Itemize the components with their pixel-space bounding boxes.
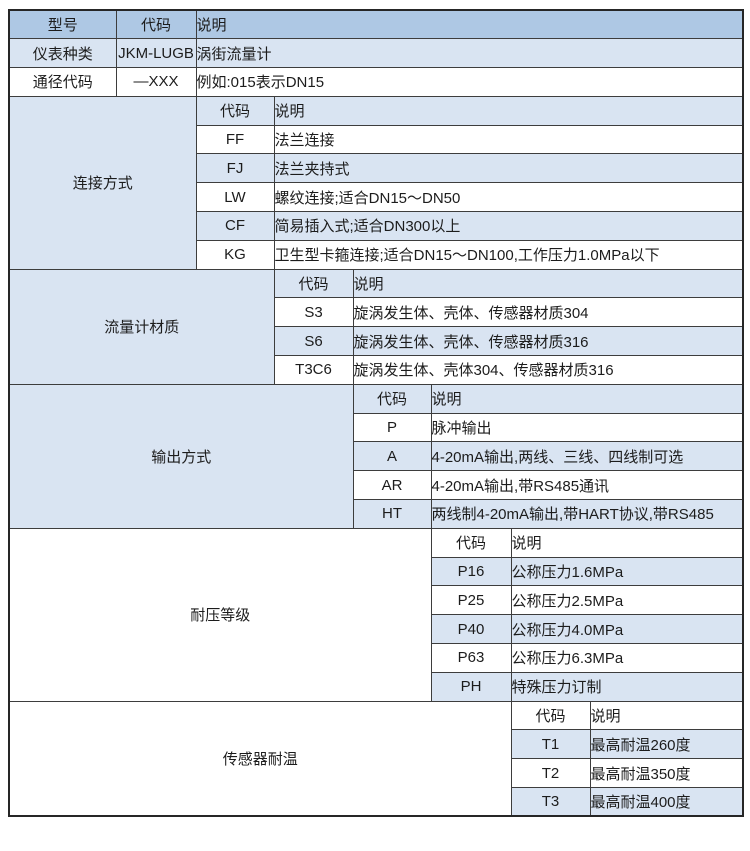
section-header-row: 传感器耐温 代码 说明 <box>8 700 744 817</box>
section-header-row: 输出方式 代码 说明 <box>8 383 744 529</box>
section-label-output-mode: 输出方式 <box>8 383 354 529</box>
table-row: CF 简易插入式;适合DN300以上 <box>9 211 744 241</box>
row-desc-cell: 法兰夹持式 <box>273 153 744 184</box>
table-row: AR 4-20mA输出,带RS485通讯 <box>9 470 744 501</box>
row-desc-cell: 两线制4-20mA输出,带HART协议,带RS485 <box>430 499 744 529</box>
table-row: P25 公称压力2.5MPa <box>9 585 744 616</box>
row-desc-cell: 例如:015表示DN15 <box>195 67 744 97</box>
section-code-header: 代码 <box>195 95 275 126</box>
table-row: T3C6 旋涡发生体、壳体304、传感器材质316 <box>9 355 744 385</box>
table-row: FF 法兰连接 <box>9 124 744 155</box>
section-code-header: 代码 <box>273 268 354 299</box>
row-desc-cell: 公称压力4.0MPa <box>510 614 744 645</box>
table-row: P 脉冲输出 <box>9 412 744 443</box>
row-code-cell: PH <box>430 671 512 702</box>
row-code-cell: T3C6 <box>273 355 354 385</box>
row-label-diameter-code: 通径代码 <box>8 67 117 97</box>
row-code-cell: T2 <box>510 758 591 789</box>
row-code-cell: P25 <box>430 585 512 616</box>
section-label-material: 流量计材质 <box>8 268 275 385</box>
table-row: KG 卫生型卡箍连接;适合DN15～DN100,工作压力1.0MPa以下 <box>9 239 744 270</box>
section-desc-header: 说明 <box>589 700 744 731</box>
row-code-cell: KG <box>195 239 275 270</box>
row-code-cell: P63 <box>430 643 512 673</box>
row-desc-cell: 4-20mA输出,带RS485通讯 <box>430 470 744 501</box>
row-code-cell: HT <box>352 499 432 529</box>
section-label-pressure-rating: 耐压等级 <box>8 527 432 702</box>
section-header-row: 连接方式 代码 说明 <box>8 95 744 270</box>
row-desc-cell: 卫生型卡箍连接;适合DN15～DN100,工作压力1.0MPa以下 <box>273 239 744 270</box>
row-code-cell: A <box>352 441 432 472</box>
table-row: LW 螺纹连接;适合DN15～DN50 <box>9 182 744 213</box>
row-desc-cell: 旋涡发生体、壳体、传感器材质304 <box>352 297 744 328</box>
row-code-cell: P16 <box>430 556 512 587</box>
row-desc-cell: 特殊压力订制 <box>510 671 744 702</box>
table-row: T1 最高耐温260度 <box>9 729 744 760</box>
row-desc-cell: 简易插入式;适合DN300以上 <box>273 211 744 241</box>
section-header-row: 流量计材质 代码 说明 <box>8 268 744 385</box>
row-desc-cell: 法兰连接 <box>273 124 744 155</box>
row-code-cell: FF <box>195 124 275 155</box>
table-row: T3 最高耐温400度 <box>9 787 744 817</box>
row-code-cell: T3 <box>510 787 591 817</box>
section-code-header: 代码 <box>430 527 512 558</box>
section-label-sensor-temp: 传感器耐温 <box>8 700 512 817</box>
section-code-header: 代码 <box>510 700 591 731</box>
col-header-code: 代码 <box>115 9 197 40</box>
table-row: P16 公称压力1.6MPa <box>9 556 744 587</box>
row-desc-cell: 脉冲输出 <box>430 412 744 443</box>
table-row: PH 特殊压力订制 <box>9 671 744 702</box>
row-code-cell: AR <box>352 470 432 501</box>
row-desc-cell: 4-20mA输出,两线、三线、四线制可选 <box>430 441 744 472</box>
row-code-cell: JKM-LUGB <box>115 38 197 69</box>
row-desc-cell: 公称压力6.3MPa <box>510 643 744 673</box>
row-code-cell: FJ <box>195 153 275 184</box>
row-desc-cell: 旋涡发生体、壳体、传感器材质316 <box>352 326 744 357</box>
table-row: HT 两线制4-20mA输出,带HART协议,带RS485 <box>9 499 744 529</box>
row-desc-cell: 旋涡发生体、壳体304、传感器材质316 <box>352 355 744 385</box>
section-desc-header: 说明 <box>430 383 744 414</box>
row-code-cell: T1 <box>510 729 591 760</box>
table-row: 仪表种类 JKM-LUGB 涡街流量计 <box>8 38 744 69</box>
table-row: A 4-20mA输出,两线、三线、四线制可选 <box>9 441 744 472</box>
row-code-cell: CF <box>195 211 275 241</box>
row-desc-cell: 最高耐温400度 <box>589 787 744 817</box>
row-desc-cell: 最高耐温350度 <box>589 758 744 789</box>
table-row: FJ 法兰夹持式 <box>9 153 744 184</box>
row-code-cell: LW <box>195 182 275 213</box>
row-code-cell: S3 <box>273 297 354 328</box>
section-header-row: 耐压等级 代码 说明 <box>8 527 744 702</box>
section-label-connection-method: 连接方式 <box>8 95 197 270</box>
row-code-cell: P <box>352 412 432 443</box>
table-header-row: 型号 代码 说明 <box>8 9 744 40</box>
row-desc-cell: 涡街流量计 <box>195 38 744 69</box>
table-row: 通径代码 —XXX 例如:015表示DN15 <box>8 67 744 97</box>
row-label-instrument-type: 仪表种类 <box>8 38 117 69</box>
row-desc-cell: 公称压力1.6MPa <box>510 556 744 587</box>
row-desc-cell: 公称压力2.5MPa <box>510 585 744 616</box>
col-header-desc: 说明 <box>195 9 744 40</box>
table-row: P63 公称压力6.3MPa <box>9 643 744 673</box>
section-desc-header: 说明 <box>273 95 744 126</box>
row-desc-cell: 最高耐温260度 <box>589 729 744 760</box>
table-row: T2 最高耐温350度 <box>9 758 744 789</box>
row-code-cell: S6 <box>273 326 354 357</box>
section-desc-header: 说明 <box>510 527 744 558</box>
row-desc-cell: 螺纹连接;适合DN15～DN50 <box>273 182 744 213</box>
row-code-cell: P40 <box>430 614 512 645</box>
spec-table: 型号 代码 说明 仪表种类 JKM-LUGB 涡街流量计 通径代码 —XXX 例… <box>8 9 745 818</box>
table-row: S6 旋涡发生体、壳体、传感器材质316 <box>9 326 744 357</box>
row-code-cell: —XXX <box>115 67 197 97</box>
section-desc-header: 说明 <box>352 268 744 299</box>
section-code-header: 代码 <box>352 383 432 414</box>
col-header-model: 型号 <box>8 9 117 40</box>
